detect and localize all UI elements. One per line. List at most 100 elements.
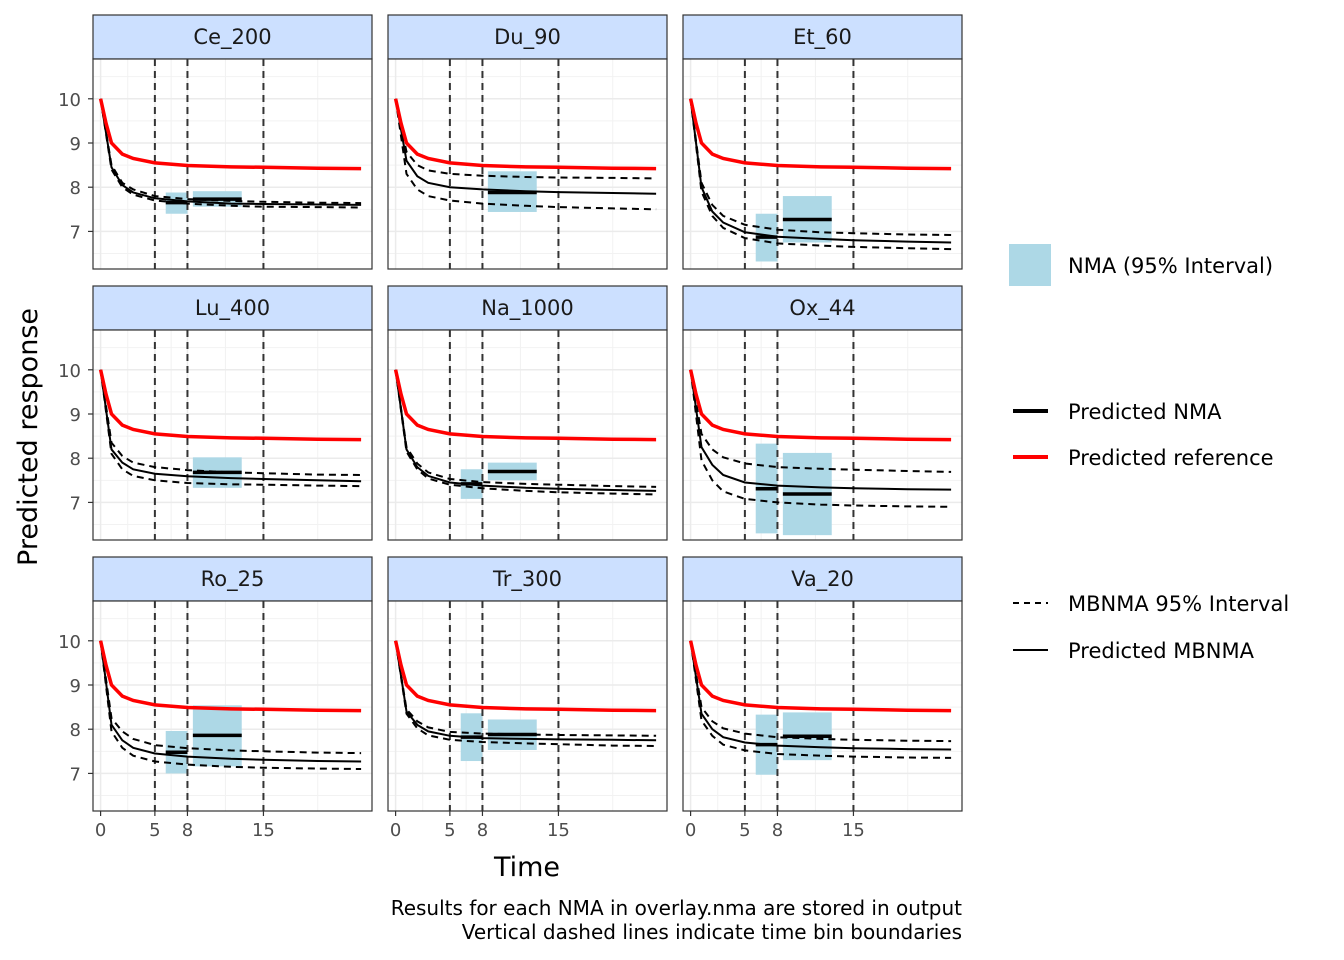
y-tick-label: 9 xyxy=(70,134,81,155)
legend-label-mbnma-interval: MBNMA 95% Interval xyxy=(1068,592,1289,616)
panel-border xyxy=(682,58,963,270)
panel-border xyxy=(92,600,373,812)
y-tick-label: 8 xyxy=(70,449,81,470)
y-tick-label: 8 xyxy=(70,720,81,741)
mbnma-lower-interval xyxy=(99,640,362,770)
mbnma-lower-interval xyxy=(689,640,952,759)
facet-panel-et_60: Et_60 xyxy=(682,14,963,270)
facet-strip-label: Ce_200 xyxy=(193,25,271,50)
predicted-reference-line xyxy=(393,640,657,713)
predicted-reference-line xyxy=(98,369,362,442)
panel-background xyxy=(388,601,667,811)
facet-strip-label: Tr_300 xyxy=(492,567,562,592)
panel-background xyxy=(683,601,962,811)
facet-strip xyxy=(682,14,963,60)
x-tick-label: 8 xyxy=(182,820,193,841)
x-tick-label: 0 xyxy=(685,820,696,841)
mbnma-lower-interval xyxy=(394,369,657,496)
predicted-mbnma-line xyxy=(689,369,952,491)
mbnma-upper-interval xyxy=(689,640,952,743)
facet-strip-label: Et_60 xyxy=(793,25,852,50)
x-tick-label: 5 xyxy=(444,820,455,841)
mbnma-lower-interval xyxy=(394,98,657,211)
panel-background xyxy=(93,330,372,540)
x-tick-label: 15 xyxy=(842,820,865,841)
facet-strip-label: Ro_25 xyxy=(201,567,265,592)
facet-strip xyxy=(92,556,373,602)
y-tick-label: 7 xyxy=(70,764,81,785)
panel-border xyxy=(682,329,963,541)
panel-background xyxy=(388,59,667,269)
facet-strip-label: Na_1000 xyxy=(481,296,574,321)
facet-strip xyxy=(92,14,373,60)
predicted-reference-line xyxy=(98,98,362,171)
facet-panels: Ce_200 7 8 9 10 Du_90 Et_60 Lu_400 7 8 9 10 Na_1000 O… xyxy=(58,14,963,841)
x-tick-label: 15 xyxy=(547,820,570,841)
panel-border xyxy=(387,329,668,541)
y-tick-label: 10 xyxy=(58,90,81,111)
predicted-mbnma-line xyxy=(99,369,362,483)
predicted-reference-line xyxy=(393,98,657,171)
predicted-reference-line xyxy=(688,369,952,442)
legend-label-predicted-nma: Predicted NMA xyxy=(1068,400,1222,424)
facet-panel-lu_400: Lu_400 7 8 9 10 xyxy=(58,285,373,541)
legend-label-predicted-mbnma: Predicted MBNMA xyxy=(1068,639,1255,663)
facet-panel-du_90: Du_90 xyxy=(387,14,668,270)
panel-grid xyxy=(93,59,372,269)
facet-strip xyxy=(92,285,373,331)
mbnma-upper-interval xyxy=(394,369,657,488)
y-tick-label: 10 xyxy=(58,632,81,653)
predicted-reference-line xyxy=(393,369,657,442)
panel-border xyxy=(92,329,373,541)
y-axis-title: Predicted response xyxy=(13,308,44,566)
panel-border xyxy=(92,58,373,270)
x-tick-label: 5 xyxy=(149,820,160,841)
legend: NMA (95% Interval) Predicted NMA Predict… xyxy=(1009,244,1289,663)
facet-strip-label: Ox_44 xyxy=(789,296,855,321)
mbnma-upper-interval xyxy=(394,98,657,180)
predicted-mbnma-line xyxy=(99,98,362,206)
x-tick-label: 0 xyxy=(390,820,401,841)
y-tick-label: 10 xyxy=(58,361,81,382)
legend-key-nma-interval xyxy=(1009,244,1051,286)
predicted-reference-line xyxy=(98,640,362,713)
y-tick-label: 7 xyxy=(70,222,81,243)
facet-strip-label: Du_90 xyxy=(494,25,561,50)
panel-background xyxy=(388,330,667,540)
mbnma-lower-interval xyxy=(689,369,952,508)
facet-panel-tr_300: Tr_300 0 5 8 15 xyxy=(387,556,668,841)
facet-panel-na_1000: Na_1000 xyxy=(387,285,668,541)
mbnma-upper-interval xyxy=(394,640,657,737)
panel-border xyxy=(682,600,963,812)
facet-strip xyxy=(682,556,963,602)
y-tick-label: 9 xyxy=(70,405,81,426)
facet-panel-ro_25: Ro_25 7 8 9 10 0 5 8 15 xyxy=(58,556,373,841)
predicted-reference-line xyxy=(688,640,952,713)
facet-strip xyxy=(387,14,668,60)
predicted-reference-line xyxy=(688,98,952,171)
caption-line-1: Results for each NMA in overlay.nma are … xyxy=(391,896,962,920)
y-tick-label: 7 xyxy=(70,493,81,514)
predicted-mbnma-line xyxy=(99,640,362,763)
caption-line-2: Vertical dashed lines indicate time bin … xyxy=(462,920,962,944)
predicted-mbnma-line xyxy=(689,98,952,244)
facet-panel-ox_44: Ox_44 xyxy=(682,285,963,541)
panel-border xyxy=(387,58,668,270)
facet-panel-va_20: Va_20 0 5 8 15 xyxy=(682,556,963,841)
legend-label-predicted-reference: Predicted reference xyxy=(1068,446,1274,470)
panel-border xyxy=(387,600,668,812)
predicted-mbnma-line xyxy=(394,98,657,195)
panel-background xyxy=(93,59,372,269)
x-tick-label: 5 xyxy=(739,820,750,841)
x-tick-label: 8 xyxy=(477,820,488,841)
mbnma-upper-interval xyxy=(689,369,952,473)
facet-strip-label: Va_20 xyxy=(791,567,854,592)
mbnma-upper-interval xyxy=(99,98,362,205)
x-tick-label: 0 xyxy=(95,820,106,841)
facet-strip xyxy=(387,556,668,602)
facet-strip-label: Lu_400 xyxy=(195,296,270,321)
facet-panel-ce_200: Ce_200 7 8 9 10 xyxy=(58,14,373,270)
x-axis-title: Time xyxy=(493,852,560,883)
mbnma-upper-interval xyxy=(99,640,362,755)
